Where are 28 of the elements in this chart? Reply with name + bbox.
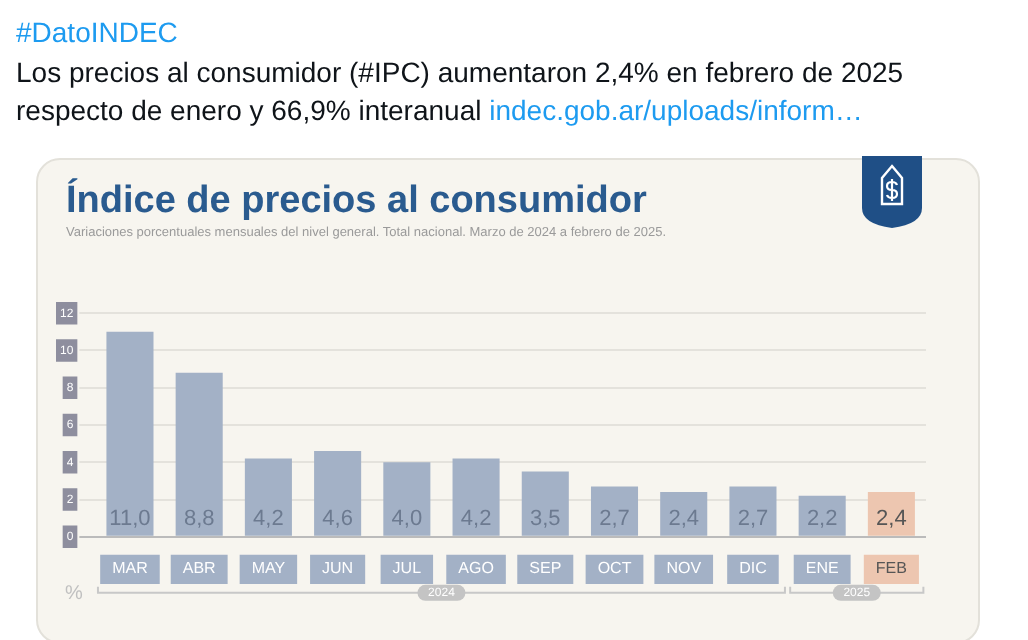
bar — [383, 462, 431, 536]
x-tick-label: AGO — [458, 558, 494, 577]
bar — [590, 486, 639, 536]
x-tick-label: ENE — [805, 558, 839, 577]
text: #DatoINDEC — [16, 16, 178, 48]
x-tick-label: JUN — [322, 558, 354, 577]
x-tick-label: OCT — [597, 558, 632, 577]
bar — [314, 451, 362, 536]
x-tick-label: MAY — [251, 558, 287, 577]
x-tick-label: MAR — [112, 558, 149, 577]
bar — [729, 486, 777, 536]
bar — [106, 331, 154, 536]
bar — [521, 471, 569, 536]
bar — [175, 372, 223, 536]
bar — [452, 458, 500, 536]
bar — [867, 492, 915, 536]
x-tick-label: JUL — [392, 558, 423, 577]
x-tick-label: SEP — [529, 558, 562, 577]
chart-title: Índice de precios al consumidor — [66, 180, 647, 224]
x-tick-label: DIC — [739, 558, 768, 577]
y-axis-title: % — [65, 582, 84, 605]
bar — [244, 458, 292, 536]
data-label: 2,4 — [876, 506, 907, 531]
bar — [660, 492, 708, 536]
x-tick-label: ABR — [182, 558, 217, 577]
x-tick-label: NOV — [666, 558, 703, 577]
text: Los precios al consumidor (#IPC) aumentaron 2,4% en febrero de 2025 respecto de enero y 66,9% interanual indec.gob.ar/uploads/inform… — [16, 54, 906, 130]
x-tick-label: FEB — [875, 558, 907, 577]
